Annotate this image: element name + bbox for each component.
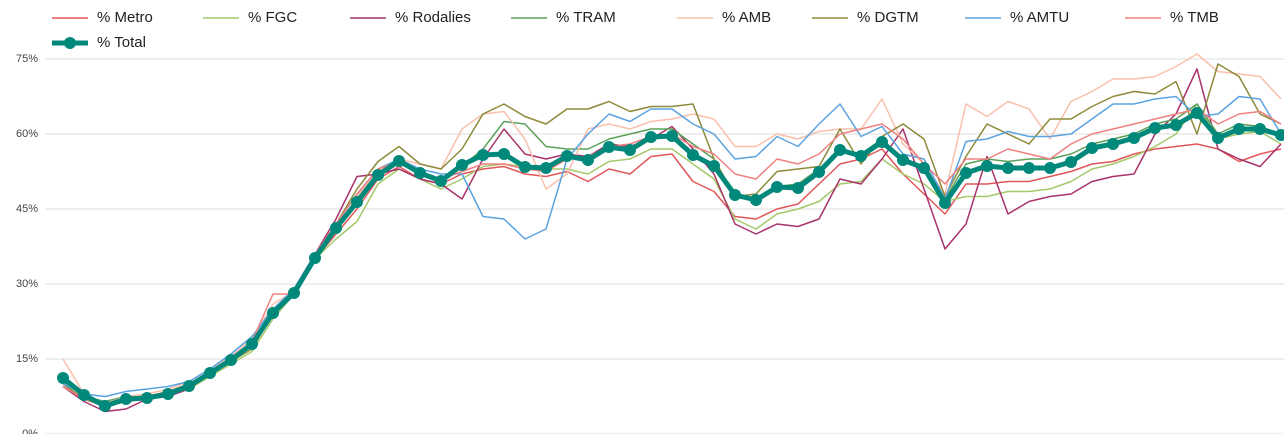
point bbox=[918, 162, 930, 174]
y-tick-label: 15% bbox=[16, 353, 38, 365]
point bbox=[855, 150, 867, 162]
point bbox=[1044, 162, 1056, 174]
point bbox=[834, 144, 846, 156]
legend-marker bbox=[64, 37, 76, 49]
point bbox=[708, 160, 720, 172]
point bbox=[435, 175, 447, 187]
y-tick-label: 75% bbox=[16, 53, 38, 65]
point bbox=[1002, 162, 1014, 174]
point bbox=[309, 252, 321, 264]
legend-label: % TRAM bbox=[556, 9, 616, 26]
point bbox=[246, 338, 258, 350]
point bbox=[666, 130, 678, 142]
point bbox=[1023, 162, 1035, 174]
point bbox=[624, 144, 636, 156]
point bbox=[183, 380, 195, 392]
point bbox=[99, 400, 111, 412]
point bbox=[162, 388, 174, 400]
point bbox=[1128, 132, 1140, 144]
point bbox=[351, 196, 363, 208]
point bbox=[393, 155, 405, 167]
series-line bbox=[62, 143, 1282, 408]
point bbox=[645, 131, 657, 143]
point bbox=[1086, 142, 1098, 154]
point bbox=[729, 189, 741, 201]
y-tick-label: 30% bbox=[16, 278, 38, 290]
series-line bbox=[61, 110, 1282, 409]
legend-label: % AMTU bbox=[1010, 9, 1069, 26]
point bbox=[1170, 119, 1182, 131]
point bbox=[1065, 156, 1077, 168]
point bbox=[1275, 129, 1284, 141]
point bbox=[792, 182, 804, 194]
point bbox=[687, 149, 699, 161]
point bbox=[876, 136, 888, 148]
legend-label: % Total bbox=[97, 34, 146, 51]
point bbox=[288, 287, 300, 299]
legend-label: % AMB bbox=[722, 9, 771, 26]
series-line bbox=[62, 103, 1282, 405]
legend-label: % Rodalies bbox=[395, 9, 471, 26]
point bbox=[519, 161, 531, 173]
point bbox=[750, 194, 762, 206]
point bbox=[1233, 123, 1245, 135]
legend-label: % DGTM bbox=[857, 9, 919, 26]
point bbox=[141, 392, 153, 404]
point bbox=[1212, 132, 1224, 144]
point bbox=[267, 307, 279, 319]
point bbox=[372, 169, 384, 181]
point bbox=[939, 197, 951, 209]
series-line bbox=[62, 95, 1282, 398]
point bbox=[204, 367, 216, 379]
y-tick-label: 45% bbox=[16, 203, 38, 215]
legend-label: % TMB bbox=[1170, 9, 1219, 26]
point bbox=[57, 372, 69, 384]
point bbox=[960, 167, 972, 179]
y-tick-label: 60% bbox=[16, 128, 38, 140]
point bbox=[225, 354, 237, 366]
point bbox=[498, 148, 510, 160]
point bbox=[78, 389, 90, 401]
point bbox=[561, 150, 573, 162]
point bbox=[603, 141, 615, 153]
legend-label: % Metro bbox=[97, 9, 153, 26]
point bbox=[582, 154, 594, 166]
y-tick-label: 0% bbox=[22, 428, 38, 434]
legend-label: % FGC bbox=[248, 9, 297, 26]
point bbox=[1149, 122, 1161, 134]
point bbox=[1107, 138, 1119, 150]
point bbox=[897, 154, 909, 166]
point bbox=[981, 160, 993, 172]
point bbox=[414, 167, 426, 179]
point bbox=[477, 149, 489, 161]
series-line bbox=[62, 108, 1282, 405]
point bbox=[1191, 107, 1203, 119]
point bbox=[1254, 123, 1266, 135]
point bbox=[330, 222, 342, 234]
point bbox=[813, 166, 825, 178]
series-line bbox=[62, 68, 1282, 413]
series-line bbox=[62, 53, 1282, 405]
point bbox=[120, 393, 132, 405]
point bbox=[456, 159, 468, 171]
point bbox=[540, 162, 552, 174]
point bbox=[771, 181, 783, 193]
